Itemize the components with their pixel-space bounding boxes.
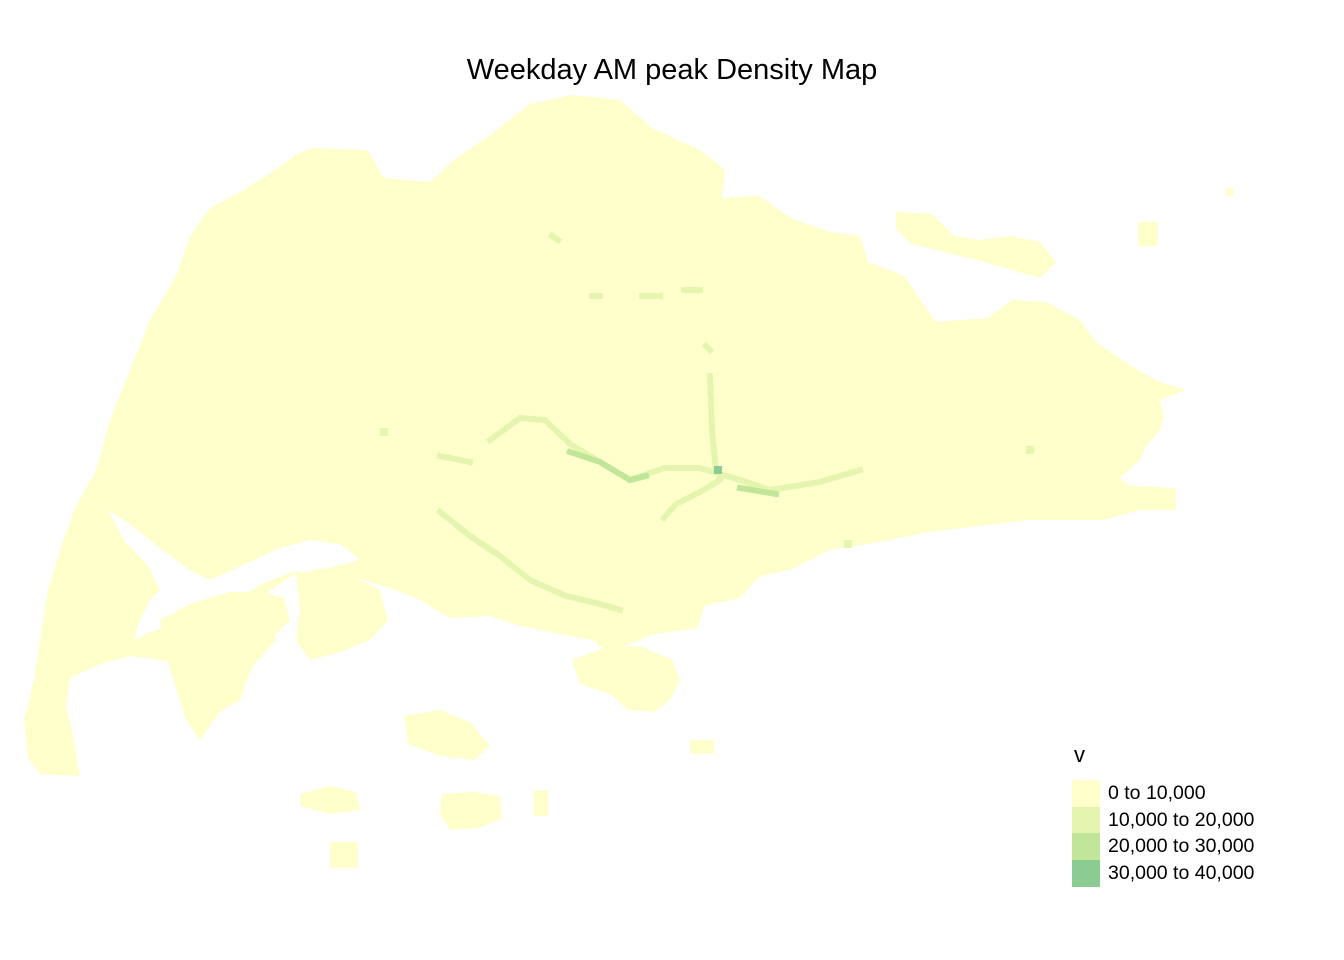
legend-label: 0 to 10,000 bbox=[1108, 781, 1206, 804]
western-inlet bbox=[108, 510, 360, 640]
transit-density-lines bbox=[380, 231, 1034, 614]
southern-island-2 bbox=[300, 786, 360, 814]
southern-island-1 bbox=[404, 710, 490, 760]
land-area bbox=[24, 95, 1234, 868]
legend-swatch bbox=[1072, 806, 1100, 834]
pulau-ubin bbox=[896, 212, 1056, 278]
western-island-3 bbox=[236, 610, 276, 660]
northern-fragments-4 bbox=[547, 231, 563, 245]
legend-item: 30,000 to 40,000 bbox=[1072, 860, 1254, 887]
isolated-cell-south bbox=[844, 540, 852, 548]
small-islet-ne bbox=[1226, 188, 1234, 196]
dense-node-junction bbox=[714, 466, 722, 474]
legend-label: 30,000 to 40,000 bbox=[1108, 861, 1255, 884]
legend-swatch bbox=[1072, 780, 1100, 807]
legend-item: 10,000 to 20,000 bbox=[1072, 806, 1255, 834]
western-island-2 bbox=[296, 572, 388, 660]
legend-label: 10,000 to 20,000 bbox=[1108, 808, 1255, 831]
ns-fragment bbox=[701, 341, 715, 355]
legend-item: 0 to 10,000 bbox=[1072, 780, 1254, 807]
legend-label: 20,000 to 30,000 bbox=[1108, 835, 1255, 858]
ew-line-east-dense bbox=[736, 484, 780, 498]
southwest-line bbox=[435, 507, 624, 614]
legend-swatch bbox=[1072, 860, 1100, 887]
southern-island-5 bbox=[534, 790, 548, 816]
southern-island-3 bbox=[440, 792, 502, 830]
legend-swatch bbox=[1072, 833, 1100, 861]
isolated-cell-east bbox=[1026, 446, 1034, 454]
isolated-cell bbox=[380, 428, 388, 436]
southern-island-4 bbox=[330, 842, 358, 868]
legend: v 0 to 10,000 10,000 to 20,000 20,000 to… bbox=[1072, 742, 1254, 887]
sentosa bbox=[572, 646, 680, 712]
main-island bbox=[24, 95, 1186, 776]
pulau-tekong-fragment bbox=[1138, 222, 1158, 246]
western-fragment bbox=[436, 452, 474, 466]
map-title: Weekday AM peak Density Map bbox=[466, 54, 878, 86]
southern-island-6 bbox=[690, 740, 714, 754]
legend-title: v bbox=[1074, 742, 1085, 767]
central-branch bbox=[659, 475, 725, 523]
ew-line-dense bbox=[566, 448, 650, 484]
legend-item: 20,000 to 30,000 bbox=[1072, 833, 1255, 861]
